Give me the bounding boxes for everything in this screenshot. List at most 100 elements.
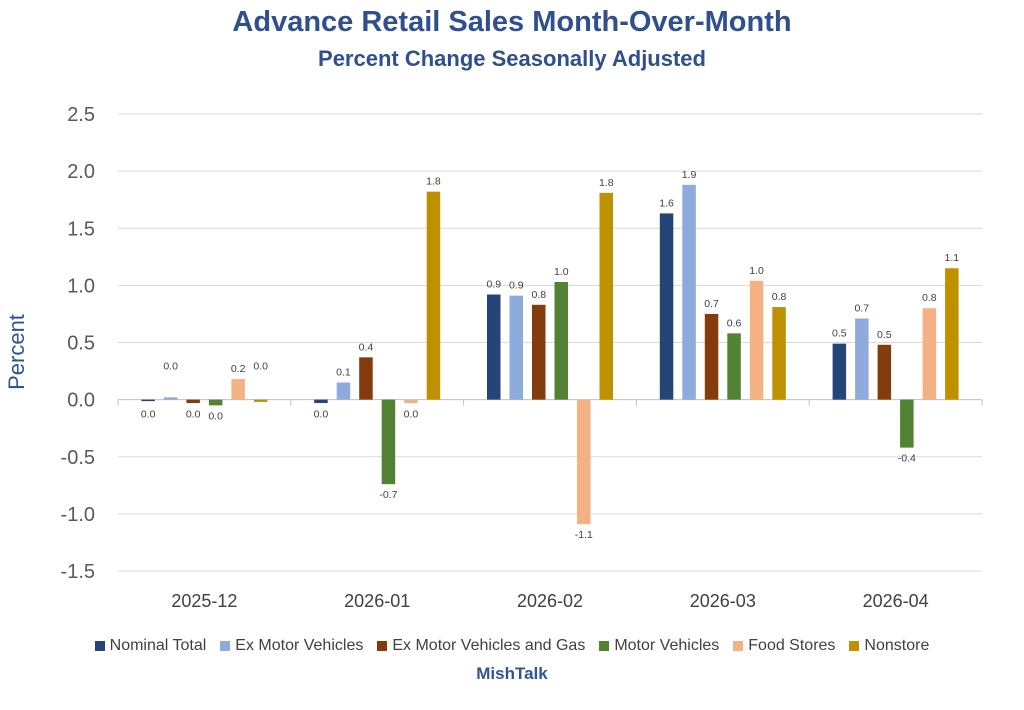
y-tick-label: 0.5: [67, 333, 95, 355]
y-tick-label: 2.5: [67, 104, 95, 126]
y-tick-label: 2.0: [67, 161, 95, 183]
legend-label: Ex Motor Vehicles and Gas: [392, 637, 586, 654]
y-tick-label: -0.5: [61, 447, 95, 469]
data-label: 0.2: [231, 363, 246, 375]
bar: [727, 333, 741, 400]
data-label: 0.7: [704, 298, 719, 310]
bars: [141, 184, 959, 525]
legend-swatch: [220, 641, 231, 651]
data-label: 0.0: [163, 361, 178, 373]
legend-label: Nonstore: [864, 637, 930, 654]
legend-swatch: [849, 641, 860, 651]
data-label: -0.7: [379, 489, 397, 501]
data-label: 1.0: [749, 265, 764, 277]
x-axis-categories: 2025-12 2026-01 2026-02 2026-03 2026-04: [171, 591, 928, 611]
bar: [487, 294, 501, 400]
bar: [532, 304, 546, 400]
data-label: 1.8: [426, 176, 441, 188]
bar: [359, 357, 373, 400]
bar: [900, 399, 914, 448]
bar: [554, 281, 568, 400]
data-label: 0.5: [832, 328, 847, 340]
bar: [426, 191, 441, 400]
x-category-label: 2025-12: [171, 591, 237, 611]
bar: [186, 399, 200, 404]
bar: [922, 308, 937, 400]
source-label: MishTalk: [476, 664, 548, 683]
data-label: 1.6: [659, 197, 674, 209]
y-tick-label: -1.0: [61, 504, 95, 526]
data-label: 1.9: [682, 169, 697, 181]
x-category-label: 2026-04: [863, 591, 929, 611]
bar: [599, 192, 613, 400]
data-label: 0.7: [855, 303, 870, 315]
data-label: -1.1: [575, 529, 593, 541]
data-label: 0.6: [727, 317, 742, 329]
bar: [509, 295, 523, 400]
bar: [772, 307, 786, 400]
data-label: 0.0: [314, 409, 329, 421]
data-label: 0.0: [186, 409, 201, 421]
bar: [855, 318, 869, 400]
data-label: 0.8: [772, 291, 787, 303]
data-label: 1.0: [554, 266, 569, 278]
legend-swatch: [377, 641, 388, 651]
bar: [404, 399, 418, 404]
data-labels: 0.0 0.0 0.0 0.0 0.2 0.0 0.0 0.1 0.4 -0.7 0.0 1.8 0.9…: [141, 169, 959, 541]
chart-title: Advance Retail Sales Month-Over-Month: [232, 6, 792, 38]
data-label: -0.4: [898, 453, 916, 465]
legend-swatch: [94, 641, 105, 651]
legend-item: Ex Motor Vehicles and Gas: [377, 637, 585, 655]
y-tick-label: 1.0: [67, 275, 95, 297]
legend-label: Ex Motor Vehicles: [235, 637, 364, 654]
y-tick-label: 1.5: [67, 218, 95, 240]
data-label: 0.0: [208, 410, 223, 422]
bar: [682, 184, 696, 400]
bar: [253, 399, 268, 402]
bar: [208, 399, 223, 406]
data-label: 0.1: [336, 366, 351, 378]
bar: [314, 399, 328, 404]
data-label: 1.1: [945, 252, 960, 264]
data-label: 1.8: [599, 177, 614, 189]
bar: [336, 382, 351, 400]
bar: [704, 313, 719, 400]
bar: [877, 344, 892, 400]
data-label: 0.8: [922, 292, 937, 304]
y-tick-label: 0.0: [67, 390, 95, 412]
data-label: 0.9: [486, 279, 501, 291]
x-category-label: 2026-01: [344, 591, 410, 611]
legend-item: Nonstore: [849, 637, 929, 655]
x-category-label: 2026-02: [517, 591, 583, 611]
y-axis-ticks: 2.5 2.0 1.5 1.0 0.5 0.0 -0.5 -1.0 -1.5: [61, 104, 95, 583]
bar: [381, 399, 396, 485]
bar: [577, 399, 591, 525]
gridlines: [117, 113, 983, 572]
legend-label: Motor Vehicles: [614, 637, 720, 654]
legend-label: Food Stores: [748, 637, 836, 654]
data-label: 0.4: [359, 341, 374, 353]
bar: [945, 268, 959, 400]
legend-swatch: [599, 641, 610, 651]
bar: [749, 280, 764, 400]
data-label: 0.0: [253, 361, 268, 373]
bar: [231, 379, 245, 400]
legend-item: Nominal Total: [94, 637, 207, 655]
legend-item: Motor Vehicles: [599, 637, 719, 655]
data-label: 0.9: [509, 280, 524, 292]
bar: [163, 397, 178, 400]
legend-label: Nominal Total: [109, 637, 207, 654]
y-tick-label: -1.5: [61, 561, 95, 583]
legend-item: Food Stores: [733, 637, 835, 655]
data-label: 0.0: [141, 409, 156, 421]
legend-swatch: [733, 641, 744, 651]
data-label: 0.8: [531, 289, 546, 301]
chart-subtitle: Percent Change Seasonally Adjusted: [318, 46, 706, 71]
legend-item: Ex Motor Vehicles: [220, 637, 363, 655]
y-axis-label: Percent: [4, 314, 29, 390]
data-label: 0.0: [404, 409, 419, 421]
bar: [832, 343, 847, 400]
bar: [659, 213, 674, 400]
data-label: 0.5: [877, 329, 892, 341]
